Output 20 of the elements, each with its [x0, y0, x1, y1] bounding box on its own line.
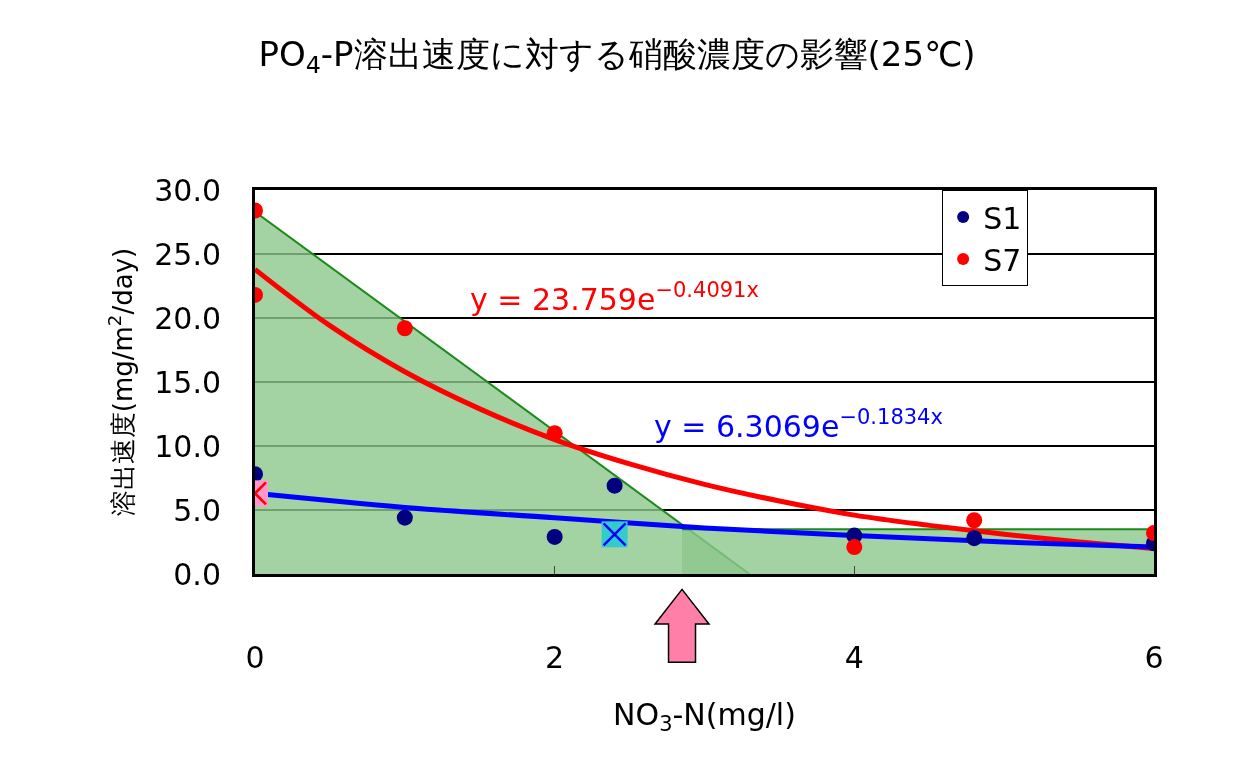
chart-title: PO$_{4}$-P溶出速度に対する硝酸濃度の影響(25℃): [258, 33, 976, 79]
x-tick-label: 0: [245, 640, 265, 675]
x-tick-label: 4: [844, 640, 864, 675]
point: [606, 477, 623, 494]
x-tick-label: 6: [1144, 640, 1164, 675]
x-tick-label: 2: [545, 640, 565, 675]
y-tick-label: 30.0: [154, 172, 221, 208]
legend-label: S1: [983, 200, 1022, 236]
y-tick-label: 0.0: [173, 556, 221, 592]
y-tick-label: 25.0: [154, 236, 221, 272]
y-tick-label: 20.0: [154, 300, 221, 336]
legend-label: S7: [983, 242, 1022, 278]
y-tick-label: 10.0: [154, 428, 221, 464]
y-tick-label: 5.0: [173, 492, 221, 528]
point: [546, 528, 563, 545]
y-tick-label: 15.0: [154, 364, 221, 400]
annotation: y = 6.3069e$^{−0.1834x}$: [654, 405, 943, 444]
x-axis-title: NO$_{3}$-N(mg/l): [613, 696, 796, 736]
point: [846, 539, 863, 556]
annotation: y = 23.759e$^{−0.4091x}$: [470, 278, 759, 317]
